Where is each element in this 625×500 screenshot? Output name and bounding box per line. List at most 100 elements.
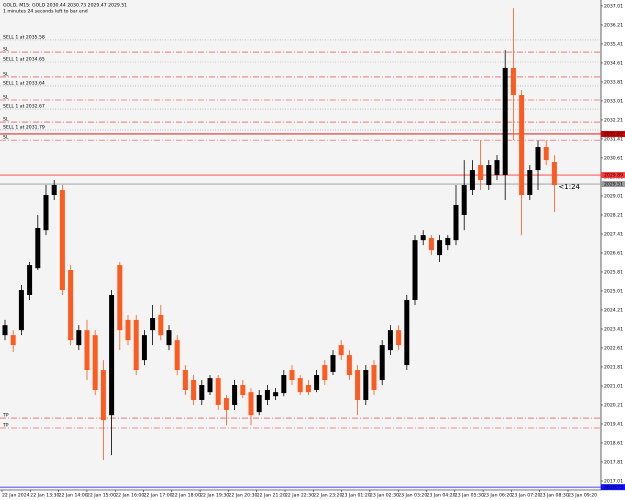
candle-body [305,385,311,393]
candle-body [396,330,402,346]
x-tick-label: 22 Jan 14:00 [59,493,88,499]
x-tick-label: 22 Jan 15:00 [87,493,116,499]
y-tick-label: 2027.41 [604,231,623,237]
take-profit-label: TP [2,413,9,419]
x-tick-label: 22 Jan 19:30 [200,493,229,499]
price-label: 2029.51 [604,182,623,188]
stop-loss-label: SL [3,117,9,123]
y-tick-label: 2025.01 [604,288,623,294]
price-label: 2016.75 [604,485,623,491]
candle-body [76,330,82,346]
order-label: SELL 1 at 2032.67 [3,104,45,110]
stop-loss-label: SL [3,135,9,141]
x-tick-label: 23 Jan 07:20 [511,493,540,499]
x-tick-label: 22 Jan 2024 [2,493,30,499]
candle-body [182,370,188,391]
x-tick-label: 22 Jan 22:30 [285,493,314,499]
y-tick-label: 2019.41 [604,421,623,427]
y-tick-label: 2028.21 [604,212,623,218]
candle-body [125,319,131,341]
countdown: <1:24 [558,183,580,191]
candle-body [199,385,205,400]
candle-body [453,204,459,241]
candle-body [35,228,41,269]
price-label-box [601,484,625,491]
candle-body [141,335,147,361]
price-label-box [601,181,625,188]
y-tick-label: 2025.81 [604,269,623,275]
candle-body [551,161,557,186]
candle-body [461,185,467,215]
candle-body [314,375,320,391]
candle-body [264,390,270,400]
candle-body [174,340,180,371]
price-axis-background [601,0,625,500]
price-label: 2031.62 [604,131,623,137]
order-label: SELL 1 at 2035.58 [3,34,45,40]
y-tick-label: 2032.21 [604,117,623,123]
order-label: SELL 1 at 2034.65 [3,56,45,62]
candle-body [412,240,418,300]
y-tick-label: 2033.81 [604,79,623,85]
x-tick-label: 22 Jan 23:20 [313,493,342,499]
stop-loss-label: SL [3,71,9,77]
y-tick-label: 2024.21 [604,307,623,313]
take-profit-label: TP [2,423,9,429]
candle-body [10,335,16,346]
x-tick-label: 23 Jan 05:30 [455,493,484,499]
candle-body [191,380,197,400]
price-label-box [601,130,625,137]
y-tick-label: 2033.01 [604,98,623,104]
price-label-box [601,172,625,179]
candle-body [232,385,238,405]
y-tick-label: 2034.61 [604,60,623,66]
candle-body [387,330,393,351]
candle-body [59,190,65,291]
x-tick-label: 22 Jan 18:00 [172,493,201,499]
candle-body [207,378,213,393]
candle-body [256,394,262,413]
candle-body [18,290,24,331]
x-tick-label: 23 Jan 09:20 [568,493,597,499]
x-tick-label: 22 Jan 17:00 [144,493,173,499]
stop-loss-label: SL [3,47,9,53]
y-tick-label: 2026.61 [604,250,623,256]
candle-body [543,147,549,161]
candle-body [445,237,451,246]
candle-body [437,240,443,256]
price-label: 2029.89 [604,173,623,179]
x-tick-label: 23 Jan 03:20 [398,493,427,499]
candle-body [248,392,254,416]
y-tick-label: 2017.81 [604,459,623,465]
y-tick-label: 2029.01 [604,193,623,199]
candle-body [223,398,229,410]
y-tick-label: 2017.01 [604,478,623,484]
order-label: SELL 1 at 2031.79 [3,124,45,130]
candle-body [150,318,156,331]
candle-body [371,365,377,391]
y-tick-label: 2021.01 [604,383,623,389]
candle-body [478,165,484,181]
y-tick-label: 2020.21 [604,402,623,408]
y-tick-label: 2035.41 [604,41,623,47]
candle-body [535,147,541,171]
x-tick-label: 22 Jan 16:00 [115,493,144,499]
candle-body [281,375,287,394]
candle-body [166,330,172,346]
candle-body [355,370,361,400]
candle-body [363,370,369,400]
y-tick-label: 2022.61 [604,345,623,351]
candle-body [527,170,533,196]
plot-background [0,0,601,490]
candle-body [338,345,344,356]
candle-body [486,165,492,186]
candle-body [158,314,164,336]
candle-body [109,294,115,416]
candle-body [420,235,426,241]
x-tick-label: 22 Jan 13:30 [30,493,59,499]
candle-body [133,319,139,371]
candle-body [330,355,336,372]
candle-body [43,195,49,231]
